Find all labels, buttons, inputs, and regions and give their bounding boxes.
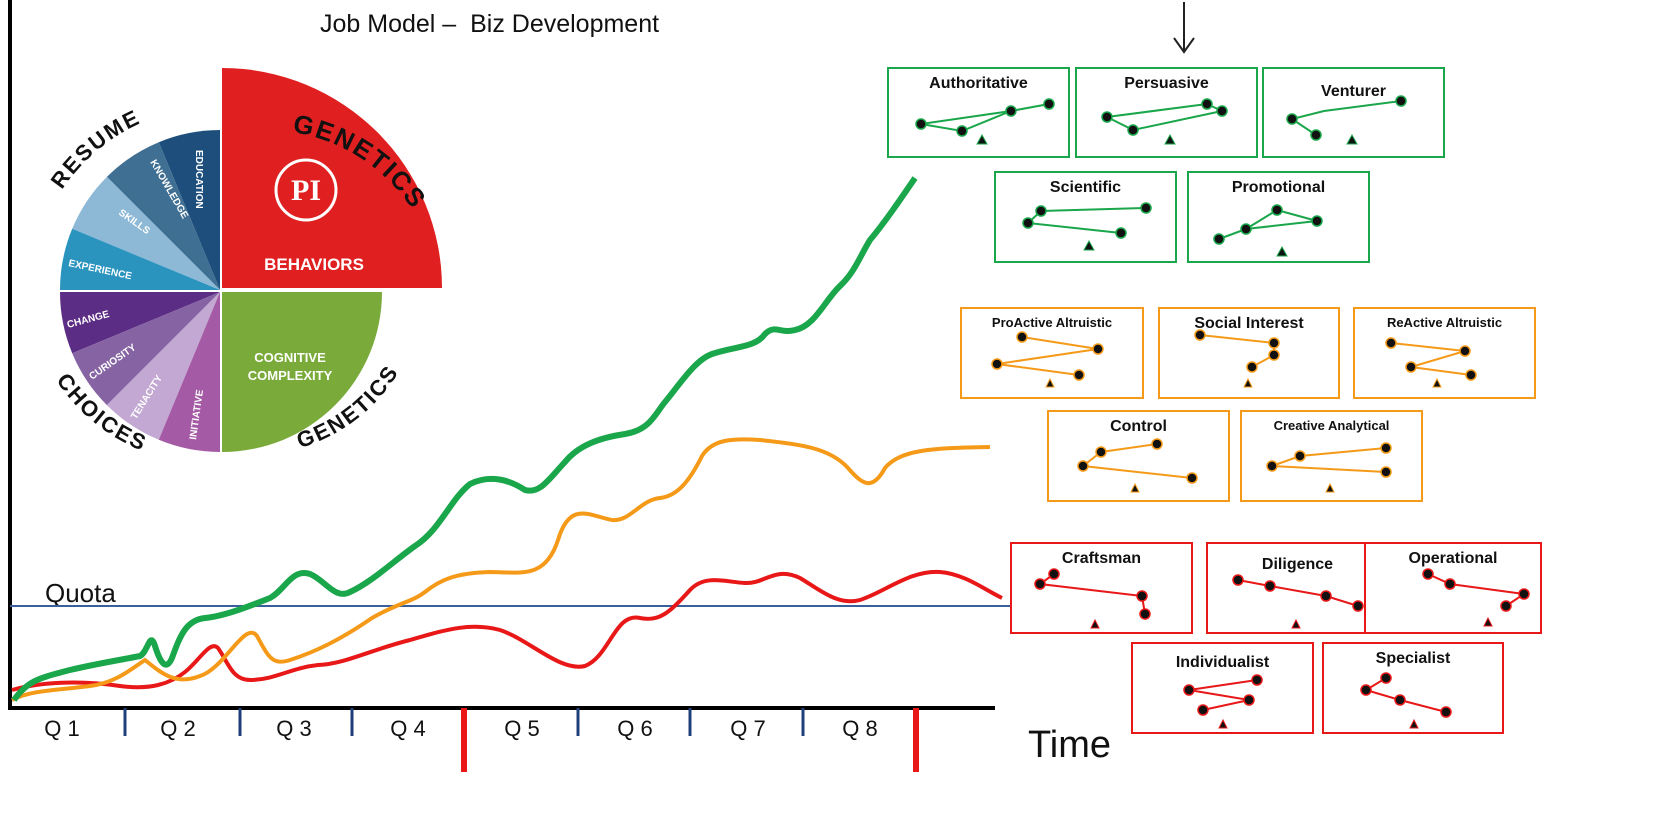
- skills-segment: [72, 176, 220, 290]
- profile-name: ReActive Altruistic: [1386, 315, 1503, 330]
- profile-card-venturer: Venturer: [1262, 67, 1445, 158]
- experience-segment: [60, 228, 220, 290]
- pi-logo-text: PI: [291, 174, 321, 207]
- profile-card-creative-analytical: Creative Analytical: [1240, 410, 1423, 502]
- down-arrow-icon: [1173, 2, 1195, 54]
- quarter-label-q7: Q 7: [730, 716, 766, 741]
- curiosity-segment: [72, 292, 220, 406]
- profile-card-craftsman: Craftsman: [1010, 542, 1193, 634]
- profile-card-reactive-altruistic: ReActive Altruistic: [1353, 307, 1536, 399]
- profile-name: Specialist: [1375, 650, 1451, 667]
- quarter-label-q2: Q 2: [160, 716, 196, 741]
- red-performance-curve: [11, 569, 1003, 692]
- cognitive-label-1: COGNITIVE: [254, 350, 326, 365]
- profile-pattern-icon: [1266, 442, 1392, 493]
- quarter-label-q5: Q 5: [504, 716, 540, 741]
- profile-pattern-icon: [1101, 98, 1228, 145]
- profile-name: Control: [1110, 418, 1167, 435]
- profile-card-scientific: Scientific: [994, 171, 1177, 263]
- profile-pattern-icon: [1360, 672, 1452, 729]
- profile-card-control: Control: [1047, 410, 1230, 502]
- time-axis-label: Time: [1028, 724, 1112, 766]
- profile-pattern-icon: [1232, 574, 1364, 629]
- profile-card-specialist: Specialist: [1322, 642, 1504, 734]
- profile-name: Social Interest: [1194, 315, 1304, 332]
- profile-card-operational: Operational: [1364, 542, 1542, 634]
- profile-card-proactive-altruistic: ProActive Altruistic: [960, 307, 1144, 399]
- profile-pattern-icon: [991, 331, 1104, 388]
- profile-name: Persuasive: [1124, 75, 1209, 92]
- behaviors-label: BEHAVIORS: [264, 255, 364, 274]
- quota-label: Quota: [45, 578, 116, 608]
- profile-pattern-icon: [1385, 337, 1477, 388]
- education-label: EDUCATION: [193, 150, 204, 209]
- profile-card-promotional: Promotional: [1187, 171, 1370, 263]
- profile-name: Craftsman: [1061, 550, 1142, 567]
- quarter-label-q6: Q 6: [617, 716, 653, 741]
- green-performance-curve: [11, 176, 918, 702]
- profile-card-social-interest: Social Interest: [1158, 307, 1340, 399]
- profile-pattern-icon: [1286, 95, 1407, 145]
- education-segment: [158, 130, 220, 290]
- profile-pattern-icon: [1034, 568, 1151, 629]
- quarter-label-q1: Q 1: [44, 716, 80, 741]
- profile-name: Creative Analytical: [1273, 418, 1390, 433]
- profile-name: Scientific: [1049, 179, 1122, 196]
- quarter-label-q3: Q 3: [276, 716, 312, 741]
- profile-card-authoritative: Authoritative: [887, 67, 1070, 158]
- profile-name: Authoritative: [929, 75, 1028, 92]
- profile-name: Venturer: [1321, 83, 1386, 100]
- profile-name: Individualist: [1175, 654, 1270, 671]
- profile-pattern-icon: [1194, 329, 1280, 388]
- orange-performance-curve: [11, 437, 991, 702]
- pi-wheel: PI BEHAVIORS COGNITIVE COMPLEXITY EDUCAT…: [46, 68, 442, 456]
- profile-name: Operational: [1408, 550, 1498, 567]
- profile-pattern-icon: [1022, 202, 1152, 251]
- profile-pattern-icon: [1077, 438, 1198, 493]
- profile-pattern-icon: [1213, 204, 1323, 257]
- profile-name: ProActive Altruistic: [991, 315, 1113, 330]
- pi-logo-icon: [274, 158, 338, 222]
- profile-card-individualist: Individualist: [1131, 642, 1314, 734]
- profile-card-persuasive: Persuasive: [1075, 67, 1258, 158]
- cognitive-label-2: COMPLEXITY: [248, 368, 333, 383]
- profile-pattern-icon: [1422, 568, 1530, 627]
- tenacity-segment: [106, 292, 220, 440]
- knowledge-segment: [106, 142, 220, 290]
- diagram-title: Job Model – Biz Development: [320, 10, 660, 38]
- initiative-segment: [158, 292, 220, 452]
- profile-pattern-icon: [915, 98, 1055, 145]
- quarter-label-q8: Q 8: [842, 716, 878, 741]
- cognitive-segment: [222, 292, 382, 452]
- profile-pattern-icon: [1183, 674, 1263, 729]
- profile-card-diligence: Diligence: [1206, 542, 1389, 634]
- profile-name: Promotional: [1231, 179, 1326, 196]
- profile-name: Diligence: [1261, 556, 1334, 573]
- change-segment: [60, 292, 220, 354]
- quarter-label-q4: Q 4: [390, 716, 426, 741]
